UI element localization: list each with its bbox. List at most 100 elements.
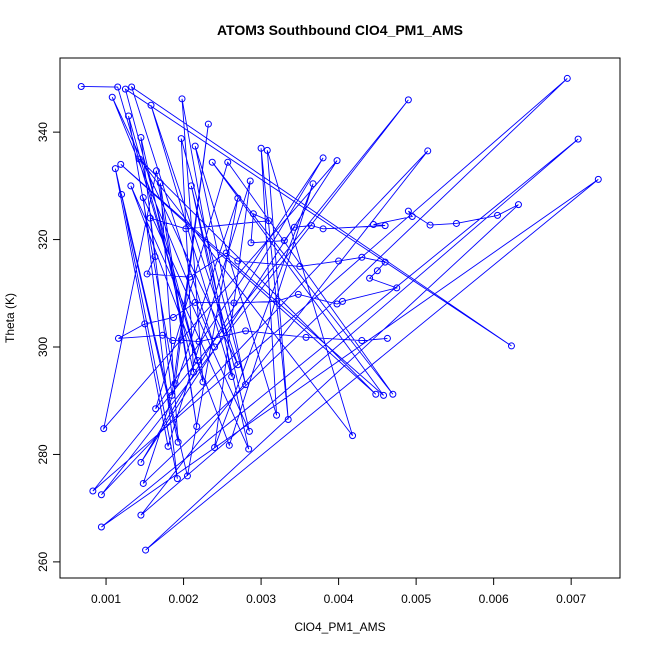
- point: [273, 411, 281, 419]
- chart-title: ATOM3 Southbound ClO4_PM1_AMS: [217, 22, 463, 38]
- point: [296, 262, 304, 270]
- point: [383, 334, 391, 342]
- point: [97, 523, 105, 531]
- point: [191, 298, 199, 306]
- point: [204, 120, 212, 128]
- point: [159, 331, 167, 339]
- point: [393, 284, 401, 292]
- point: [358, 253, 366, 261]
- point: [389, 390, 397, 398]
- point: [234, 361, 242, 369]
- point: [117, 160, 125, 168]
- point: [211, 443, 219, 451]
- point: [230, 299, 238, 307]
- point: [514, 201, 522, 209]
- point: [137, 459, 145, 467]
- point: [118, 190, 126, 198]
- point: [152, 405, 160, 413]
- point: [424, 147, 432, 155]
- x-tick-label: 0.005: [401, 592, 431, 606]
- point: [426, 221, 434, 229]
- point: [263, 146, 271, 154]
- point: [195, 338, 203, 346]
- point: [89, 487, 97, 495]
- point: [290, 223, 298, 231]
- point: [152, 167, 160, 175]
- point: [142, 546, 150, 554]
- point: [128, 83, 136, 91]
- point: [307, 222, 315, 230]
- point: [245, 445, 253, 453]
- point: [246, 177, 254, 185]
- point: [335, 257, 343, 265]
- point: [108, 93, 116, 101]
- point: [100, 425, 108, 433]
- y-tick-label: 280: [36, 444, 50, 464]
- point: [284, 416, 292, 424]
- point: [319, 225, 327, 233]
- point: [280, 237, 288, 245]
- point: [191, 142, 199, 150]
- point: [563, 74, 571, 82]
- point: [177, 135, 185, 143]
- x-tick-label: 0.007: [556, 592, 586, 606]
- point: [452, 219, 460, 227]
- point: [156, 179, 164, 187]
- point: [127, 182, 135, 190]
- point: [114, 83, 122, 91]
- point: [141, 320, 149, 328]
- point: [373, 267, 381, 275]
- point: [111, 165, 119, 173]
- point: [349, 432, 357, 440]
- point: [174, 438, 182, 446]
- point: [404, 207, 412, 215]
- series-line: [81, 78, 599, 551]
- point: [194, 356, 202, 364]
- point: [137, 134, 145, 142]
- point: [114, 334, 122, 342]
- point: [245, 427, 253, 435]
- point: [146, 214, 154, 222]
- x-axis-label: ClO4_PM1_AMS: [294, 620, 385, 634]
- point: [372, 390, 380, 398]
- point: [186, 273, 194, 281]
- point: [309, 180, 317, 188]
- point: [507, 342, 515, 350]
- point: [338, 297, 346, 305]
- point: [187, 182, 195, 190]
- point: [139, 194, 147, 202]
- y-tick-label: 300: [36, 337, 50, 357]
- point: [408, 212, 416, 220]
- x-tick-label: 0.003: [246, 592, 276, 606]
- point: [151, 253, 159, 261]
- point: [249, 210, 257, 218]
- point: [247, 239, 255, 247]
- point: [333, 157, 341, 165]
- point: [169, 313, 177, 321]
- point: [182, 225, 190, 233]
- point: [183, 472, 191, 480]
- point: [404, 96, 412, 104]
- x-tick-label: 0.004: [324, 592, 354, 606]
- point: [242, 381, 250, 389]
- point: [169, 337, 177, 345]
- plot-frame: [59, 57, 621, 579]
- point: [208, 158, 216, 166]
- point: [97, 491, 105, 499]
- point: [381, 222, 389, 230]
- point: [164, 442, 172, 450]
- point: [190, 368, 198, 376]
- x-tick-label: 0.001: [91, 592, 121, 606]
- y-tick-label: 260: [36, 552, 50, 572]
- point: [574, 135, 582, 143]
- x-tick-label: 0.006: [479, 592, 509, 606]
- point: [211, 343, 219, 351]
- point: [381, 258, 389, 266]
- point: [234, 194, 242, 202]
- point: [302, 333, 310, 341]
- point: [121, 85, 129, 93]
- point: [137, 511, 145, 519]
- point: [177, 336, 185, 344]
